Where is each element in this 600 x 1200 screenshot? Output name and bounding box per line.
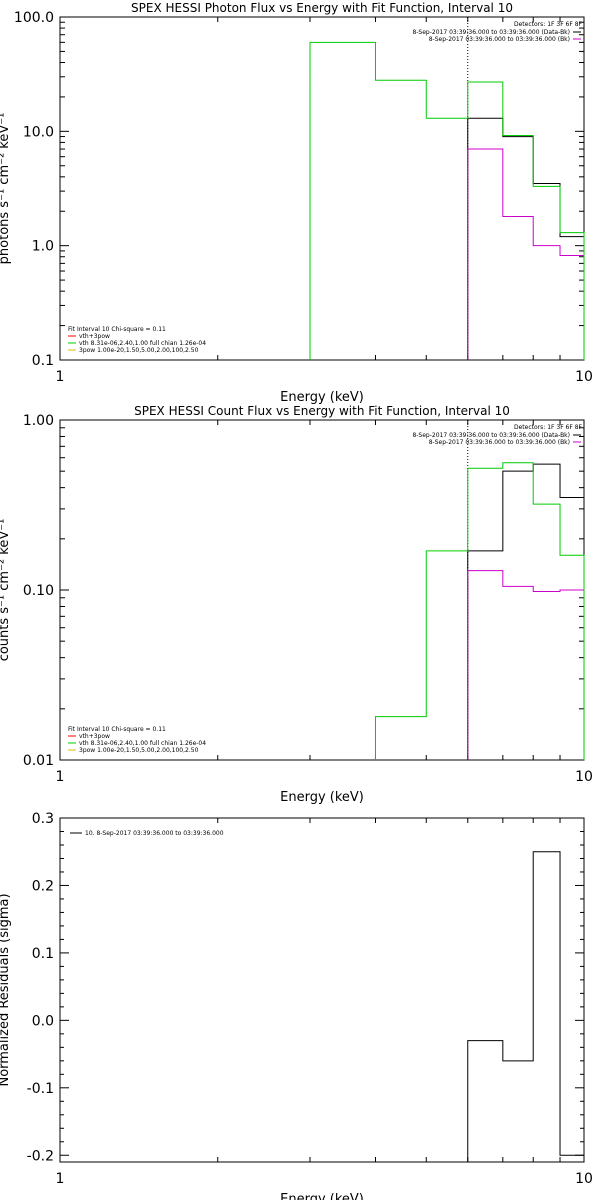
y-tick-label: 0.3 <box>32 811 54 827</box>
chart-title: SPEX HESSI Count Flux vs Energy with Fit… <box>134 404 510 418</box>
y-tick-label: 0.2 <box>32 878 54 894</box>
step-line <box>467 851 585 1162</box>
series-data-bk <box>467 117 585 360</box>
x-tick-label: 10 <box>575 769 593 785</box>
series-vth-3pow <box>309 41 585 360</box>
x-tick-label: 1 <box>56 369 65 385</box>
legend-entry: 8-Sep-2017 03:39:36.000 to 03:39:36.000 … <box>429 36 570 43</box>
y-tick-label: 0.01 <box>23 753 54 769</box>
fit-line: vth+3pow <box>79 733 110 740</box>
step-line <box>467 570 585 760</box>
fit-header: Fit Interval 10 Chi-square = 0.11 <box>68 726 166 733</box>
step-line <box>467 117 585 360</box>
step-line <box>467 148 585 360</box>
y-tick-label: 0.1 <box>32 946 54 962</box>
series-bk <box>467 148 585 360</box>
y-tick-label: -0.1 <box>27 1081 54 1097</box>
fit-line: vth+3pow <box>79 333 110 340</box>
series-bk <box>467 570 585 760</box>
y-tick-label: 10.0 <box>23 124 54 140</box>
fit-line: vth 8.31e-06,2.40,1.00 full chian 1.26e-… <box>79 740 206 747</box>
series-residuals <box>467 851 585 1162</box>
fit-line: 3pow 1.00e-20,1.50,5.00,2.00,100,2.50 <box>79 747 199 754</box>
legend-header: Detectors: 1F 3F 6F 8F <box>514 21 583 28</box>
x-axis-label: Energy (keV) <box>280 790 364 805</box>
x-tick-label: 10 <box>575 1171 593 1187</box>
y-tick-label: 100.0 <box>14 10 54 26</box>
x-tick-label: 10 <box>575 369 593 385</box>
legend-entry: 8-Sep-2017 03:39:36.000 to 03:39:36.000 … <box>412 29 570 36</box>
legend-entry: 10. 8-Sep-2017 03:39:36.000 to 03:39:36.… <box>85 830 224 837</box>
plot-frame <box>59 16 585 361</box>
x-axis-label: Energy (keV) <box>280 1192 364 1200</box>
series-data-bk <box>467 463 585 760</box>
y-tick-label: 0.0 <box>32 1013 54 1029</box>
fit-line: vth 8.31e-06,2.40,1.00 full chian 1.26e-… <box>79 340 206 347</box>
y-axis-label: photons s⁻¹ cm⁻² keV⁻¹ <box>0 113 12 265</box>
legend-entry: 8-Sep-2017 03:39:36.000 to 03:39:36.000 … <box>412 432 570 439</box>
fit-line: 3pow 1.00e-20,1.50,5.00,2.00,100,2.50 <box>79 347 199 354</box>
chart-title: SPEX HESSI Photon Flux vs Energy with Fi… <box>131 1 513 15</box>
step-line <box>374 462 585 760</box>
plot-frame <box>59 817 585 1163</box>
y-axis-label: counts s⁻¹ cm⁻² keV⁻¹ <box>0 519 12 662</box>
y-axis-label: Normalized Residuals (sigma) <box>0 893 12 1086</box>
legend-entry: 8-Sep-2017 03:39:36.000 to 03:39:36.000 … <box>429 439 570 446</box>
series-vth-3pow <box>374 462 585 760</box>
y-tick-label: 1.0 <box>32 239 54 255</box>
legend-header: Detectors: 1F 3F 6F 8F <box>514 424 583 431</box>
y-tick-label: -0.2 <box>27 1148 54 1164</box>
y-tick-label: 0.1 <box>32 353 54 369</box>
fit-header: Fit Interval 10 Chi-square = 0.11 <box>68 326 166 333</box>
x-axis-label: Energy (keV) <box>280 390 364 405</box>
y-tick-label: 0.10 <box>23 583 54 599</box>
x-tick-label: 1 <box>56 769 65 785</box>
y-tick-label: 1.00 <box>23 413 54 429</box>
step-line <box>309 41 585 360</box>
step-line <box>467 463 585 760</box>
x-tick-label: 1 <box>56 1171 65 1187</box>
